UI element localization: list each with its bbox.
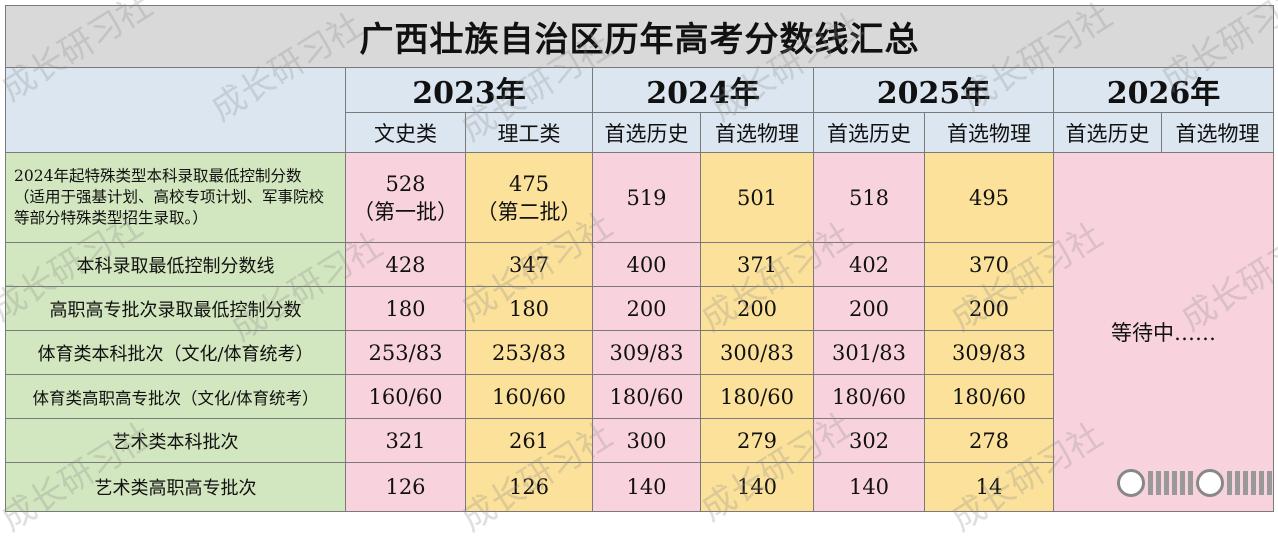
score-cell: 180/60 bbox=[592, 374, 701, 419]
score-cell: 14 bbox=[924, 462, 1054, 512]
score-cell: 347 bbox=[465, 242, 593, 287]
row-label: 体育类高职高专批次（文化/体育统考） bbox=[5, 374, 346, 419]
subject-header: 首选物理 bbox=[700, 112, 814, 153]
score-cell: 180/60 bbox=[700, 374, 814, 419]
score-cell: 519 bbox=[592, 152, 701, 243]
score-value: 475 bbox=[508, 171, 550, 196]
score-cell: 300 bbox=[592, 418, 701, 463]
score-cell: 253/83 bbox=[345, 330, 466, 375]
subject-header: 首选物理 bbox=[924, 112, 1054, 153]
score-cell: 370 bbox=[924, 242, 1054, 287]
year-header-2026: 2026年 bbox=[1052, 67, 1275, 113]
score-cell: 160/60 bbox=[465, 374, 593, 419]
subject-header: 首选历史 bbox=[592, 112, 701, 153]
row-label: 本科录取最低控制分数线 bbox=[5, 242, 346, 287]
subject-header: 首选历史 bbox=[1053, 112, 1162, 153]
score-cell: 400 bbox=[592, 242, 701, 287]
table-row: 本科录取最低控制分数线 428 347 400 371 402 370 bbox=[5, 242, 1274, 287]
score-cell: 495 bbox=[924, 152, 1054, 243]
table-row: 艺术类本科批次 321 261 300 279 302 278 bbox=[5, 418, 1274, 463]
score-cell: 475 （第二批） bbox=[465, 152, 593, 243]
score-cell: 200 bbox=[924, 286, 1054, 331]
score-cell: 140 bbox=[813, 462, 925, 512]
score-cell: 180/60 bbox=[924, 374, 1054, 419]
subject-header: 首选历史 bbox=[813, 112, 925, 153]
score-table: 广西壮族自治区历年高考分数线汇总 2023年 2024年 2025年 2026年… bbox=[4, 5, 1275, 512]
score-cell: 140 bbox=[700, 462, 814, 512]
subject-header: 首选物理 bbox=[1160, 112, 1275, 153]
pending-2026-cell: 等待中…… bbox=[1052, 152, 1275, 512]
page-title: 广西壮族自治区历年高考分数线汇总 bbox=[4, 5, 1275, 68]
score-cell: 126 bbox=[465, 462, 593, 512]
score-cell: 180 bbox=[465, 286, 593, 331]
score-cell: 253/83 bbox=[465, 330, 593, 375]
score-cell: 301/83 bbox=[813, 330, 925, 375]
row-label: 艺术类本科批次 bbox=[5, 418, 346, 463]
score-cell: 518 bbox=[813, 152, 925, 243]
score-note: （第一批） bbox=[353, 199, 458, 224]
table-row: 艺术类高职高专批次 126 126 140 140 140 14 bbox=[5, 462, 1274, 512]
score-cell: 200 bbox=[592, 286, 701, 331]
score-cell: 180 bbox=[345, 286, 466, 331]
table-row: 高职高专批次录取最低控制分数 180 180 200 200 200 200 bbox=[5, 286, 1274, 331]
score-cell: 501 bbox=[700, 152, 814, 243]
score-note: （第二批） bbox=[476, 199, 582, 224]
score-cell: 200 bbox=[700, 286, 814, 331]
subject-header: 文史类 bbox=[345, 112, 466, 153]
score-cell: 126 bbox=[345, 462, 466, 512]
table-row: 体育类本科批次（文化/体育统考） 253/83 253/83 309/83 30… bbox=[5, 330, 1274, 375]
score-cell: 279 bbox=[700, 418, 814, 463]
score-cell: 309/83 bbox=[924, 330, 1054, 375]
score-cell: 528 （第一批） bbox=[345, 152, 466, 243]
score-cell: 402 bbox=[813, 242, 925, 287]
score-cell: 140 bbox=[592, 462, 701, 512]
score-cell: 371 bbox=[700, 242, 814, 287]
row-label: 高职高专批次录取最低控制分数 bbox=[5, 286, 346, 331]
score-cell: 302 bbox=[813, 418, 925, 463]
score-cell: 278 bbox=[924, 418, 1054, 463]
row-label: 2024年起特殊类型本科录取最低控制分数 （适用于强基计划、高校专项计划、军事院… bbox=[5, 152, 346, 243]
score-cell: 160/60 bbox=[345, 374, 466, 419]
score-cell: 180/60 bbox=[813, 374, 925, 419]
score-table-sheet: 广西壮族自治区历年高考分数线汇总 2023年 2024年 2025年 2026年… bbox=[4, 5, 1275, 512]
score-cell: 428 bbox=[345, 242, 466, 287]
row-label: 体育类本科批次（文化/体育统考） bbox=[5, 330, 346, 375]
score-value: 528 bbox=[385, 171, 426, 196]
corner-header-cell bbox=[5, 67, 346, 153]
score-cell: 309/83 bbox=[592, 330, 701, 375]
score-cell: 261 bbox=[465, 418, 593, 463]
score-cell: 300/83 bbox=[700, 330, 814, 375]
score-cell: 200 bbox=[813, 286, 925, 331]
table-row: 2024年起特殊类型本科录取最低控制分数 （适用于强基计划、高校专项计划、军事院… bbox=[5, 152, 1275, 512]
year-header-2023: 2023年 bbox=[345, 67, 593, 113]
row-label: 艺术类高职高专批次 bbox=[5, 462, 346, 512]
subject-header: 理工类 bbox=[465, 112, 593, 153]
score-cell: 321 bbox=[345, 418, 466, 463]
table-row: 体育类高职高专批次（文化/体育统考） 160/60 160/60 180/60 … bbox=[5, 374, 1274, 419]
year-header-2025: 2025年 bbox=[813, 67, 1054, 113]
year-header-2024: 2024年 bbox=[592, 67, 814, 113]
